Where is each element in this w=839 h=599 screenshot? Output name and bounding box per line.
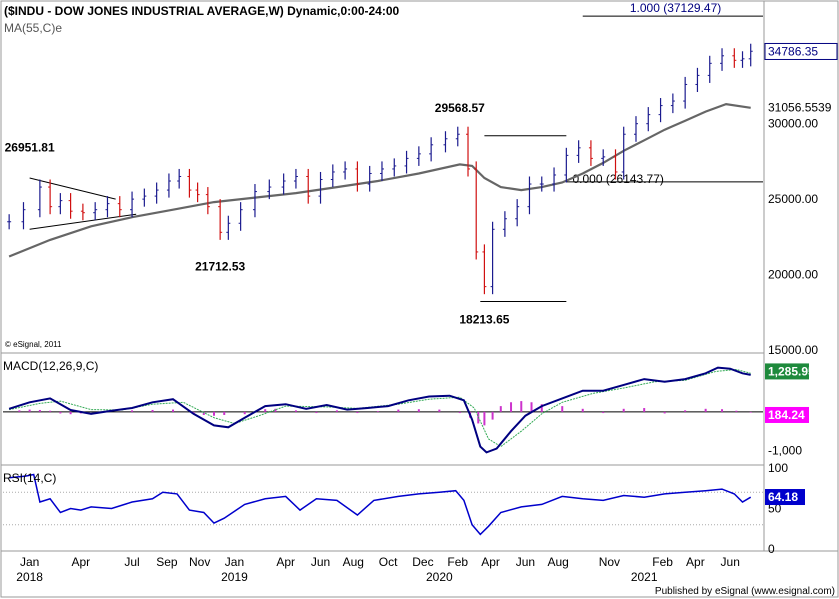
rsi-badge [765,489,805,506]
price-badge [764,42,838,60]
macd-badge-label: 184.24 [768,408,805,422]
triangle-upper-line [29,177,116,200]
x-year-label: 2020 [426,570,453,584]
x-month-label: Feb [652,555,673,569]
x-month-label: Jun [721,555,740,569]
price-annotation: 21712.53 [195,260,245,274]
price-pane: 30000.00 25000.00 20000.00 15000.00 1.000 (3… [5,1,838,357]
price-tick-label: 15000.00 [768,343,818,357]
x-year-label: 2018 [16,570,43,584]
x-month-label: Apr [276,555,295,569]
price-annotation: 29568.57 [435,101,485,115]
x-month-label: Nov [599,555,620,569]
x-year-label: 2021 [631,570,658,584]
x-month-label: Dec [412,555,433,569]
watermark: © eSignal, 2011 [5,340,62,349]
price-tick-label: 20000.00 [768,268,818,282]
price-tick-label: 25000.00 [768,192,818,206]
fib-level-label: 0.000 (26143.77) [572,172,663,186]
x-month-label: Feb [447,555,468,569]
triangle-lower-line [29,213,137,230]
x-month-label: Sep [156,555,178,569]
price-badge [764,99,838,117]
macd-badge [765,406,809,423]
x-month-label: Apr [481,555,500,569]
x-month-label: Nov [189,555,210,569]
rsi-tick-label: 0 [768,542,775,556]
chart-title: ($INDU - DOW JONES INDUSTRIAL AVERAGE,W)… [4,4,400,18]
x-month-label: Jul [124,555,139,569]
moving-average-line [8,102,751,258]
x-axis: Jan Apr Jul Sep Nov Jan Apr Jun Aug Oct Dec Feb Apr J… [16,555,740,584]
macd-tick-label: -1,000 [768,443,802,457]
ma-label: MA(55,C)e [4,21,62,35]
rsi-tick-label: 100 [768,461,788,475]
x-month-label: Jun [311,555,330,569]
x-month-label: Aug [343,555,364,569]
x-month-label: Jan [20,555,39,569]
price-annotation: 26951.81 [5,141,55,155]
fib-level-label: 1.000 (37129.47) [630,1,721,15]
rsi-label: RSI(14,C) [3,471,56,485]
macd-badge [765,363,809,380]
macd-badge-label: 1,285.95 [768,364,815,378]
price-tick-label: 30000.00 [768,117,818,131]
x-year-label: 2019 [221,570,248,584]
macd-line [8,366,751,454]
x-month-label: Jan [225,555,244,569]
x-month-label: Aug [547,555,568,569]
x-month-label: Apr [686,555,705,569]
rsi-badge-label: 64.18 [768,490,798,504]
price-badge-label: 31056.5539 [768,101,832,115]
x-month-label: Jun [516,555,535,569]
price-badge-label: 34786.35 [768,44,818,58]
footer-credit: Published by eSignal (www.esignal.com) [655,586,835,597]
rsi-line [9,473,752,536]
x-month-label: Oct [379,555,398,569]
price-annotation: 18213.65 [459,313,509,327]
macd-label: MACD(12,26,9,C) [3,359,98,373]
x-month-label: Apr [71,555,90,569]
